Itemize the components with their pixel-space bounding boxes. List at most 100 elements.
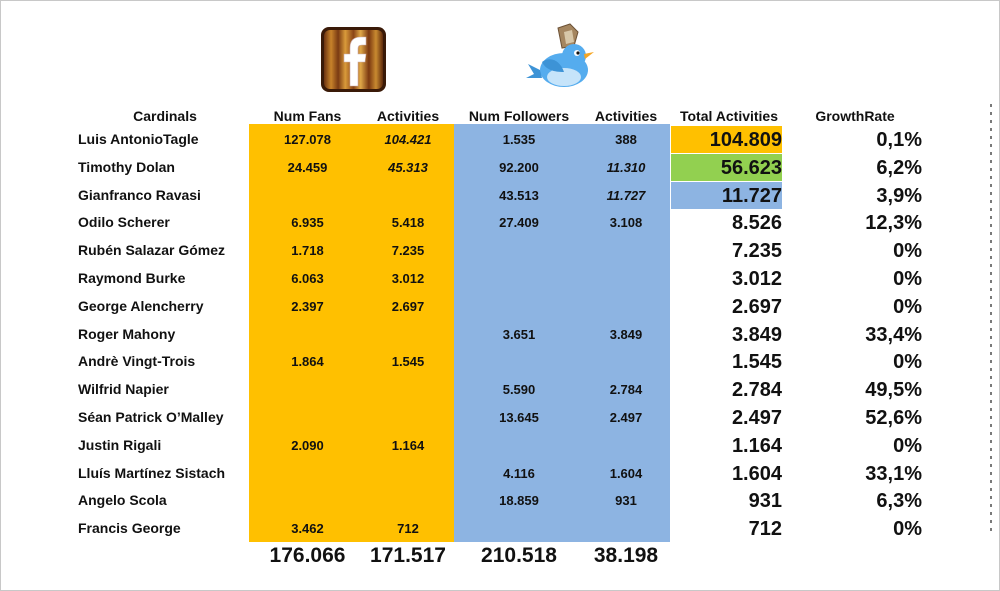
cell-total-activities: 1.545 [731,351,782,374]
cell-growth-rate: 0% [893,351,922,374]
cardinal-name: Timothy Dolan [78,158,175,175]
cell-num-followers: 1.535 [502,132,536,147]
cell-total-activities: 2.697 [731,295,782,318]
cell-num-fans: 6.063 [291,271,324,286]
cell-num-fans: 3.462 [291,521,324,537]
cell-total-activities: 7.235 [731,240,782,263]
cell-num-followers: 18.859 [499,493,539,509]
cell-tw-activities: 2.784 [609,382,643,398]
cell-num-fans: 24.459 [287,159,328,175]
cell-fb-activities: 104.421 [384,132,432,147]
cell-growth-rate: 0% [893,518,922,541]
cardinal-name: Justin Rigali [78,436,162,453]
cell-fb-activities: 2.697 [391,298,425,314]
cell-growth-rate: 49,5% [865,379,922,402]
cell-num-followers: 43.513 [499,187,539,203]
cell-total-activities: 2.497 [731,407,782,429]
cardinal-name: Luis AntonioTagle [78,131,199,147]
cell-tw-activities: 931 [615,493,637,509]
twitter-column-background [454,124,670,542]
cell-num-followers: 5.590 [502,382,536,398]
cardinal-name: Gianfranco Ravasi [78,186,201,203]
edge-marks [990,104,992,534]
cell-tw-activities: 388 [615,132,637,147]
header-num-followers: Num Followers [468,108,570,124]
cell-growth-rate: 33,1% [865,462,922,485]
header-fb-activities: Activities [376,108,440,124]
cell-tw-activities: 2.497 [609,410,643,425]
cell-tw-activities: 3.108 [609,215,643,231]
cell-total-activities: 104.809 [709,129,782,151]
total-num-fans: 176.066 [269,544,346,567]
cell-fb-activities: 45.313 [388,159,428,175]
header-total-activities: Total Activities [679,108,779,124]
cell-growth-rate: 6,2% [876,156,922,179]
cell-growth-rate: 33,4% [865,323,922,346]
cell-growth-rate: 0% [893,434,922,457]
cell-tw-activities: 3.849 [609,326,643,342]
cell-total-activities: 3.849 [731,323,782,346]
cell-total-activities: 11.727 [721,184,782,207]
cardinal-name: Séan Patrick O’Malley [78,409,224,425]
cell-tw-activities: 11.310 [606,159,646,175]
cardinal-name: George Alencherry [78,297,204,314]
header-num-fans: Num Fans [273,108,342,124]
total-fb-activities: 171.517 [370,544,446,567]
cardinal-name: Angelo Scola [78,492,167,509]
cell-num-followers: 13.645 [499,410,539,425]
total-num-followers: 210.518 [481,544,557,567]
top2-highlight [671,154,782,181]
cell-growth-rate: 0% [893,268,922,290]
cell-fb-activities: 1.545 [391,354,425,370]
cardinal-name: Rubén Salazar Gómez [78,242,226,259]
cell-total-activities: 931 [748,490,782,513]
cardinal-name: Francis George [78,520,181,537]
cell-num-followers: 27.409 [499,215,539,231]
cell-num-fans: 2.397 [291,298,324,314]
cell-fb-activities: 3.012 [391,271,425,286]
total-tw-activities: 38.198 [593,544,659,567]
cell-growth-rate: 6,3% [876,490,922,513]
cell-tw-activities: 1.604 [609,465,643,481]
cell-fb-activities: 1.164 [391,437,425,453]
cell-growth-rate: 0,1% [876,129,922,151]
cell-fb-activities: 7.235 [391,243,425,259]
cardinal-name: Raymond Burke [78,270,186,286]
header-cardinals: Cardinals [133,108,197,124]
cardinal-name: Wilfrid Napier [78,381,169,398]
cell-growth-rate: 3,9% [876,184,922,207]
cell-num-fans: 2.090 [291,437,324,453]
cell-num-followers: 4.116 [503,465,535,481]
cell-total-activities: 1.604 [731,462,782,485]
top1-highlight [671,126,782,153]
cell-growth-rate: 52,6% [865,407,922,429]
cell-num-fans: 127.078 [284,132,331,147]
header-growth-rate: GrowthRate [815,108,895,124]
cell-fb-activities: 5.418 [391,215,425,231]
cardinal-name: Andrè Vingt-Trois [78,353,196,370]
cell-num-fans: 1.864 [291,354,324,370]
cell-growth-rate: 0% [893,295,922,318]
cardinal-name: Lluís Martínez Sistach [78,464,226,481]
cell-total-activities: 712 [748,518,782,541]
cell-total-activities: 56.623 [720,156,782,179]
cell-num-fans: 6.935 [291,215,324,231]
cell-num-followers: 3.651 [502,326,536,342]
twitter-bird-icon [524,22,600,98]
cell-total-activities: 8.526 [731,212,782,235]
cardinal-name: Roger Mahony [78,325,176,342]
top3-highlight [671,182,782,209]
cell-growth-rate: 0% [893,240,922,263]
header-tw-activities: Activities [594,108,658,124]
facebook-column-background [249,124,454,542]
cardinal-name: Odilo Scherer [78,214,170,231]
cell-total-activities: 2.784 [731,379,782,402]
cell-fb-activities: 712 [397,521,419,537]
facebook-logo-icon [320,26,387,93]
cell-tw-activities: 11.727 [606,187,646,203]
cell-total-activities: 1.164 [731,434,782,457]
cell-num-fans: 1.718 [291,243,324,259]
cell-total-activities: 3.012 [731,268,782,290]
cell-growth-rate: 12,3% [865,212,922,235]
cell-num-followers: 92.200 [499,159,539,175]
